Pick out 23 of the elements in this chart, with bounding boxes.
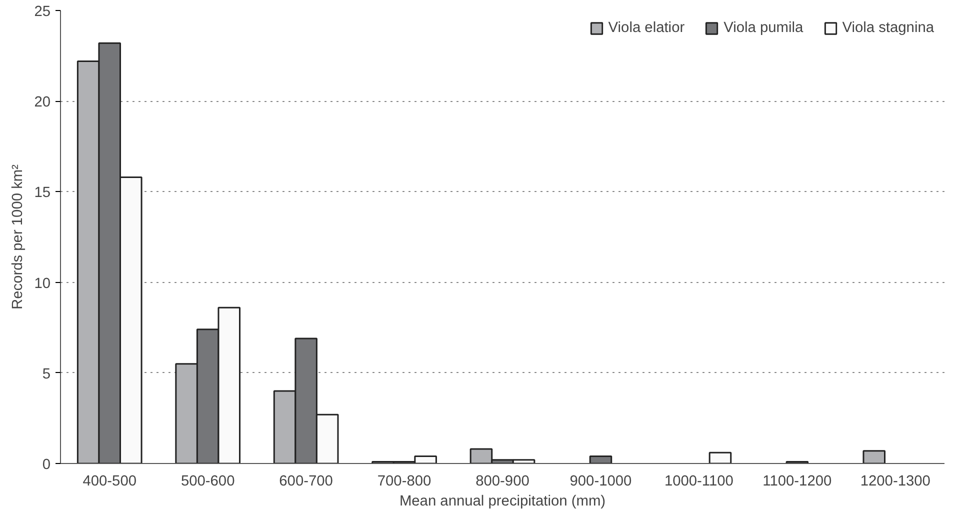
- bar: [589, 456, 612, 464]
- y-tick-label: 15: [34, 185, 51, 202]
- x-tick-label: 800-900: [476, 474, 530, 490]
- y-tick-label: 0: [42, 457, 51, 473]
- x-tick-label: 700-800: [377, 474, 432, 490]
- x-tick-label: 400-500: [82, 474, 137, 490]
- x-tick-label: 600-700: [279, 474, 333, 490]
- y-tick-label: 10: [34, 276, 51, 292]
- x-tick-label: 500-600: [180, 474, 235, 490]
- x-tick-label: 1100-1200: [762, 474, 832, 490]
- y-tick-label: 20: [34, 94, 51, 111]
- bar: [862, 450, 886, 464]
- y-tick-label: 25: [34, 4, 51, 20]
- x-tick-label: 1200-1300: [860, 474, 930, 490]
- bar: [708, 452, 732, 464]
- legend-label: Viola stagnina: [842, 20, 934, 36]
- legend-label: Viola elatior: [608, 20, 685, 36]
- y-axis-title: Records per 1000 km²: [10, 164, 26, 310]
- y-tick-label: 5: [42, 366, 51, 382]
- x-tick-label: 1000-1100: [664, 474, 734, 490]
- legend-label: Viola pumila: [724, 20, 804, 36]
- x-axis-title: Mean annual precipitation (mm): [399, 494, 606, 510]
- x-tick-label: 900-1000: [570, 474, 632, 490]
